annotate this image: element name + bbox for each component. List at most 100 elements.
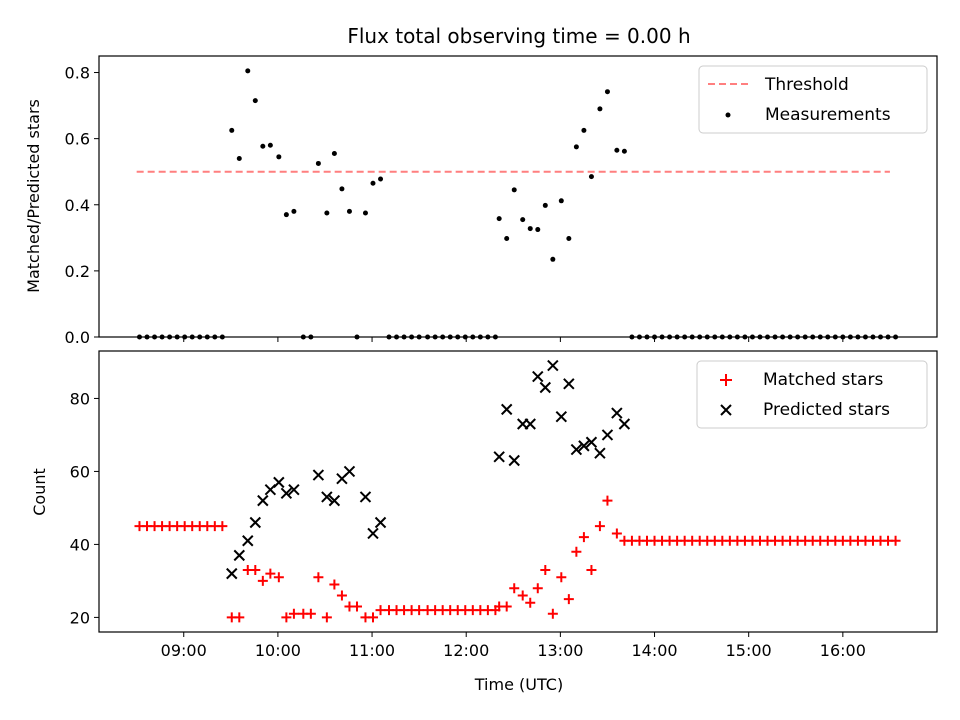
chart-title: Flux total observing time = 0.00 h: [347, 24, 690, 48]
measurement-point: [324, 210, 330, 216]
legend-predicted-label: Predicted stars: [763, 400, 890, 420]
measurement-point: [581, 127, 587, 133]
predicted-star-point: [233, 549, 246, 562]
top-y-tick-label: 0.8: [65, 64, 90, 83]
predicted-star-point: [500, 403, 513, 416]
measurement-point: [573, 144, 579, 150]
measurement-point: [535, 227, 541, 233]
x-axis-label: Time (UTC): [474, 675, 563, 694]
measurement-point: [236, 155, 242, 161]
predicted-star-point: [594, 447, 606, 459]
predicted-star-point: [524, 418, 536, 430]
top-y-tick-label: 0.6: [65, 130, 90, 149]
predicted-star-point: [273, 476, 285, 489]
predicted-star-point: [508, 454, 520, 467]
measurement-point: [229, 127, 235, 133]
matched-star-point: [250, 564, 261, 575]
matched-star-point: [547, 608, 558, 619]
matched-star-point: [273, 572, 284, 583]
predicted-star-point: [359, 491, 372, 503]
top-y-axis-label: Matched/Predicted stars: [24, 99, 43, 293]
bottom-x-tick-label: 16:00: [820, 641, 866, 660]
matched-star-point: [414, 605, 425, 616]
matched-star-point: [305, 608, 316, 619]
matched-star-point: [540, 564, 551, 575]
measurement-point: [511, 187, 517, 193]
predicted-star-point: [328, 494, 341, 507]
measurement-point: [621, 148, 627, 154]
bottom-y-tick-label: 20: [70, 608, 90, 627]
measurement-point: [362, 210, 368, 216]
top-y-tick-label: 0.0: [65, 328, 90, 347]
measurement-point: [542, 202, 548, 208]
measurement-point: [520, 217, 526, 223]
predicted-star-point: [532, 370, 544, 383]
measurement-point: [245, 68, 251, 74]
measurement-point: [558, 198, 564, 204]
matched-star-point: [525, 597, 536, 608]
matched-star-point: [501, 601, 512, 612]
predicted-star-point: [555, 410, 568, 423]
matched-star-point: [367, 612, 378, 623]
legend-matched-swatch: [720, 374, 732, 386]
measurement-point: [566, 235, 572, 241]
predicted-star-point: [312, 469, 325, 481]
matched-star-point: [509, 583, 520, 594]
top-y-tick-label: 0.2: [65, 262, 90, 281]
measurement-point: [267, 142, 273, 148]
predicted-star-point: [493, 451, 505, 463]
matched-star-point: [611, 528, 622, 539]
legend-matched-label: Matched stars: [763, 370, 883, 390]
bottom-legend: Matched stars Predicted stars: [696, 360, 928, 429]
top-axes-frame: [98, 55, 938, 338]
predicted-star-point: [288, 483, 300, 496]
matched-star-point: [288, 608, 299, 619]
measurement-point: [315, 160, 321, 166]
matched-star-point: [556, 572, 567, 583]
measurement-point: [331, 151, 337, 157]
legend-measurements-swatch: [725, 112, 731, 118]
bottom-x-tick-label: 11:00: [349, 641, 395, 660]
matched-star-point: [563, 594, 574, 605]
measurement-point: [283, 212, 289, 218]
predicted-star-point: [249, 516, 262, 529]
top-panel: 0.0 0.2 0.4 0.6 0.8: [65, 55, 938, 347]
predicted-star-point: [585, 436, 598, 448]
measurement-point: [550, 256, 556, 262]
matched-star-point: [265, 568, 276, 579]
matched-star-point: [313, 572, 324, 583]
legend-measurements-label: Measurements: [765, 105, 891, 125]
top-legend: Threshold Measurements: [698, 65, 928, 134]
matched-star-point: [375, 605, 386, 616]
bottom-x-tick-label: 12:00: [443, 641, 489, 660]
predicted-star-point: [374, 516, 387, 529]
bottom-x-tick-label: 10:00: [255, 641, 301, 660]
predicted-star-point: [321, 491, 333, 503]
bottom-x-tick-label: 09:00: [161, 641, 207, 660]
matched-star-point: [351, 601, 362, 612]
predicted-star-point: [570, 443, 583, 456]
matched-star-point: [594, 521, 605, 532]
predicted-star-point: [539, 381, 552, 394]
measurement-point: [496, 216, 502, 222]
bottom-y-tick-label: 80: [70, 389, 90, 408]
predicted-star-point: [547, 359, 559, 372]
predicted-star-point: [343, 465, 356, 478]
predicted-star-point: [578, 440, 590, 452]
bottom-x-tick-label: 15:00: [726, 641, 772, 660]
predicted-star-point: [611, 407, 623, 419]
matched-star-point: [281, 612, 292, 623]
measurement-point: [504, 235, 510, 241]
predicted-star-point: [242, 535, 254, 547]
matched-star-point: [234, 612, 245, 623]
measurement-point: [339, 186, 345, 192]
measurement-point: [291, 208, 297, 214]
bottom-panel: 20 40 60 80 09:00 10:00 11:00 12:00 13:00 14:00 15…: [70, 350, 938, 660]
bottom-x-tick-label: 14:00: [631, 641, 677, 660]
measurement-point: [378, 176, 384, 182]
predicted-star-point: [618, 418, 631, 430]
matched-star-point: [321, 612, 332, 623]
matched-star-point: [890, 535, 901, 546]
predicted-star-point: [601, 429, 614, 441]
